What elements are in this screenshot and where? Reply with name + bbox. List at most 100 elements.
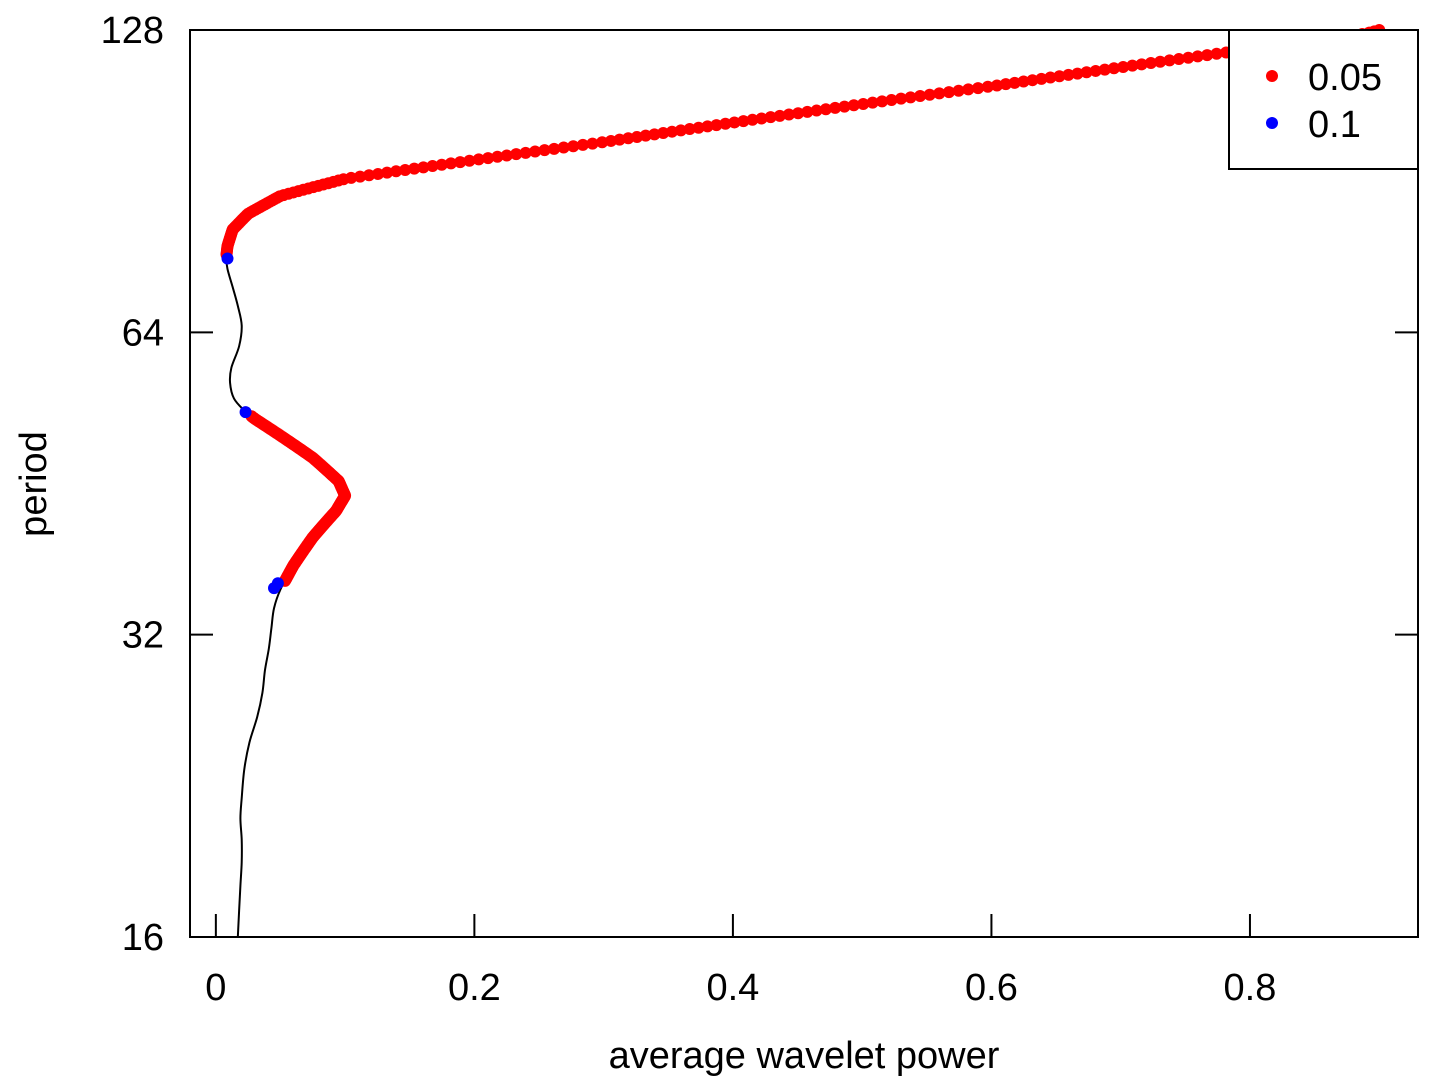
point-0.05-0-128 — [990, 79, 1003, 92]
x-axis: 0 0.2 0.4 0.6 0.8 — [205, 914, 1276, 1009]
point-0.05-0-80 — [548, 142, 561, 155]
point-0.05-0-77 — [519, 146, 532, 159]
point-0.05-0-144 — [1135, 58, 1148, 71]
point-0.05-0-138 — [1080, 66, 1093, 79]
point-0.1-0 — [221, 252, 234, 265]
point-0.05-0-59 — [354, 170, 367, 183]
point-0.05-0-139 — [1089, 64, 1102, 77]
point-0.05-0-147 — [1163, 54, 1176, 67]
point-0.05-0-61 — [372, 167, 385, 180]
point-0.05-0-141 — [1107, 62, 1120, 75]
point-0.05-0-76 — [510, 148, 523, 161]
point-0.05-0-126 — [972, 82, 985, 95]
point-0.05-0-116 — [876, 95, 889, 108]
point-0.05-0-99 — [719, 117, 732, 130]
point-0.05-0-112 — [838, 100, 851, 113]
point-0.05-0-122 — [933, 87, 946, 100]
point-0.05-0-119 — [904, 91, 917, 104]
point-0.05-0-101 — [737, 115, 750, 128]
x-tick-label-0: 0 — [205, 967, 226, 1009]
power-line — [225, 29, 1380, 938]
point-0.05-0-140 — [1098, 63, 1111, 76]
point-0.05-0-78 — [529, 145, 542, 158]
point-0.05-0-67 — [426, 160, 439, 173]
point-0.05-0-79 — [538, 144, 551, 157]
y-tick-label-32: 32 — [122, 615, 164, 657]
point-0.05-0-135 — [1053, 70, 1066, 83]
point-0.05-0-136 — [1062, 68, 1075, 81]
legend-box — [1228, 29, 1419, 170]
point-0.05-0-143 — [1126, 59, 1139, 72]
point-0.05-0-115 — [866, 96, 879, 109]
point-0.05-0-149 — [1182, 51, 1195, 64]
point-0.05-0-146 — [1154, 55, 1167, 68]
point-0.05-0-137 — [1071, 67, 1084, 80]
point-0.05-0-108 — [801, 105, 814, 118]
legend-label-0.05: 0.05 — [1308, 57, 1382, 99]
point-0.05-0-69 — [444, 157, 457, 170]
point-0.05-0-132 — [1026, 74, 1039, 87]
point-0.05-0-98 — [710, 119, 723, 132]
point-0.05-0-97 — [701, 120, 714, 133]
point-0.05-0-82 — [567, 140, 580, 153]
point-0.05-0-111 — [829, 101, 842, 114]
point-0.05-0-93 — [666, 125, 679, 138]
point-0.05-0-63 — [390, 165, 403, 178]
point-0.05-0-106 — [782, 108, 795, 121]
point-0.05-0-107 — [792, 107, 805, 120]
point-0.05-0-118 — [895, 92, 908, 105]
point-0.05-0-81 — [557, 141, 570, 154]
point-0.05-0-124 — [952, 84, 965, 97]
point-0.05-0-100 — [728, 116, 741, 129]
point-0.05-0-75 — [500, 149, 513, 162]
point-0.05-0-125 — [962, 83, 975, 96]
point-0.05-0-70 — [454, 156, 467, 169]
plot-frame — [189, 29, 1419, 938]
point-0.05-0-145 — [1144, 57, 1157, 70]
point-0.05-0-134 — [1044, 71, 1057, 84]
x-axis-title: average wavelet power — [609, 1035, 1000, 1077]
point-0.05-0-123 — [942, 86, 955, 99]
point-0.05-0-151 — [1201, 49, 1214, 62]
point-0.05-0-142 — [1117, 60, 1130, 73]
legend-marker-0.1 — [1266, 117, 1278, 129]
legend-label-0.1: 0.1 — [1308, 104, 1361, 146]
x-tick-label-0.8: 0.8 — [1224, 967, 1277, 1009]
y-tick-label-64: 64 — [122, 312, 164, 354]
point-0.05-0-104 — [764, 111, 777, 124]
point-0.05-0-103 — [755, 112, 768, 125]
point-0.1-1 — [239, 406, 252, 419]
point-0.05-0-95 — [683, 123, 696, 136]
x-tick-label-0.6: 0.6 — [965, 967, 1018, 1009]
point-0.05-0-58 — [345, 171, 358, 184]
point-0.05-0-113 — [847, 99, 860, 112]
point-0.05-0-131 — [1017, 75, 1030, 88]
point-0.05-0-60 — [363, 169, 376, 182]
point-0.05-0-120 — [914, 90, 927, 103]
point-0.05-0-148 — [1172, 53, 1185, 66]
point-0.05-0-91 — [648, 128, 661, 141]
y-tick-label-128: 128 — [101, 10, 164, 52]
point-0.05-0-73 — [482, 152, 495, 165]
point-0.05-0-152 — [1210, 47, 1223, 60]
y-axis-title: period — [13, 431, 55, 537]
point-0.05-0-62 — [381, 166, 394, 179]
point-0.05-0-102 — [746, 113, 759, 126]
point-0.05-0-109 — [810, 104, 823, 117]
point-0.05-0-133 — [1035, 72, 1048, 85]
x-tick-label-0.4: 0.4 — [706, 967, 759, 1009]
point-0.05-0-96 — [692, 121, 705, 134]
point-0.05-0-94 — [674, 124, 687, 137]
point-0.05-0-110 — [819, 103, 832, 116]
point-0.05-0-85 — [596, 136, 609, 149]
point-0.05-0-83 — [576, 138, 589, 151]
point-0.05-0-71 — [463, 154, 476, 167]
point-0.05-0-114 — [857, 97, 870, 110]
point-0.05-0-72 — [472, 153, 485, 166]
y-tick-label-16: 16 — [122, 917, 164, 959]
point-0.05-0-74 — [491, 150, 504, 163]
point-0.05-0-121 — [923, 88, 936, 101]
point-0.05-0-84 — [586, 137, 599, 150]
point-0.05-0-117 — [885, 94, 898, 106]
